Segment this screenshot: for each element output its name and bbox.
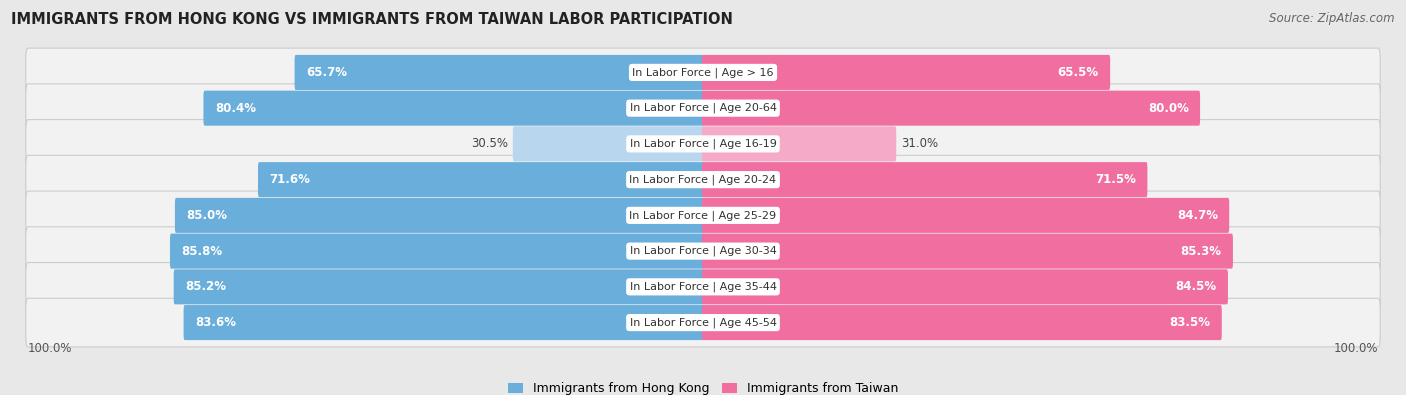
Text: 80.4%: 80.4% <box>215 102 256 115</box>
FancyBboxPatch shape <box>25 155 1381 204</box>
Text: 85.0%: 85.0% <box>186 209 228 222</box>
FancyBboxPatch shape <box>702 305 1222 340</box>
Text: 85.3%: 85.3% <box>1181 245 1222 258</box>
FancyBboxPatch shape <box>702 269 1227 305</box>
FancyBboxPatch shape <box>259 162 704 197</box>
Text: 71.5%: 71.5% <box>1095 173 1136 186</box>
Text: 30.5%: 30.5% <box>471 137 509 150</box>
FancyBboxPatch shape <box>184 305 704 340</box>
FancyBboxPatch shape <box>702 90 1201 126</box>
Legend: Immigrants from Hong Kong, Immigrants from Taiwan: Immigrants from Hong Kong, Immigrants fr… <box>508 382 898 395</box>
FancyBboxPatch shape <box>25 48 1381 97</box>
Text: In Labor Force | Age 20-64: In Labor Force | Age 20-64 <box>630 103 776 113</box>
FancyBboxPatch shape <box>25 227 1381 275</box>
Text: In Labor Force | Age 20-24: In Labor Force | Age 20-24 <box>630 174 776 185</box>
FancyBboxPatch shape <box>170 233 704 269</box>
Text: 65.7%: 65.7% <box>307 66 347 79</box>
Text: In Labor Force | Age 45-54: In Labor Force | Age 45-54 <box>630 317 776 328</box>
Text: 100.0%: 100.0% <box>1334 342 1378 355</box>
FancyBboxPatch shape <box>702 162 1147 197</box>
FancyBboxPatch shape <box>513 126 704 162</box>
Text: In Labor Force | Age 35-44: In Labor Force | Age 35-44 <box>630 282 776 292</box>
Text: 85.8%: 85.8% <box>181 245 222 258</box>
FancyBboxPatch shape <box>25 84 1381 132</box>
Text: 100.0%: 100.0% <box>28 342 72 355</box>
FancyBboxPatch shape <box>702 198 1229 233</box>
FancyBboxPatch shape <box>702 126 896 162</box>
Text: 65.5%: 65.5% <box>1057 66 1099 79</box>
FancyBboxPatch shape <box>25 263 1381 311</box>
FancyBboxPatch shape <box>174 269 704 305</box>
Text: IMMIGRANTS FROM HONG KONG VS IMMIGRANTS FROM TAIWAN LABOR PARTICIPATION: IMMIGRANTS FROM HONG KONG VS IMMIGRANTS … <box>11 12 733 27</box>
Text: 84.5%: 84.5% <box>1175 280 1216 293</box>
Text: Source: ZipAtlas.com: Source: ZipAtlas.com <box>1270 12 1395 25</box>
Text: 31.0%: 31.0% <box>901 137 938 150</box>
Text: In Labor Force | Age 30-34: In Labor Force | Age 30-34 <box>630 246 776 256</box>
FancyBboxPatch shape <box>25 298 1381 347</box>
Text: In Labor Force | Age 16-19: In Labor Force | Age 16-19 <box>630 139 776 149</box>
FancyBboxPatch shape <box>702 55 1111 90</box>
FancyBboxPatch shape <box>25 191 1381 240</box>
Text: 71.6%: 71.6% <box>270 173 311 186</box>
FancyBboxPatch shape <box>295 55 704 90</box>
FancyBboxPatch shape <box>174 198 704 233</box>
Text: 80.0%: 80.0% <box>1147 102 1188 115</box>
Text: In Labor Force | Age 25-29: In Labor Force | Age 25-29 <box>630 210 776 221</box>
Text: 84.7%: 84.7% <box>1177 209 1218 222</box>
FancyBboxPatch shape <box>25 120 1381 168</box>
Text: In Labor Force | Age > 16: In Labor Force | Age > 16 <box>633 67 773 78</box>
FancyBboxPatch shape <box>702 233 1233 269</box>
Text: 83.5%: 83.5% <box>1170 316 1211 329</box>
Text: 83.6%: 83.6% <box>195 316 236 329</box>
Text: 85.2%: 85.2% <box>186 280 226 293</box>
FancyBboxPatch shape <box>204 90 704 126</box>
